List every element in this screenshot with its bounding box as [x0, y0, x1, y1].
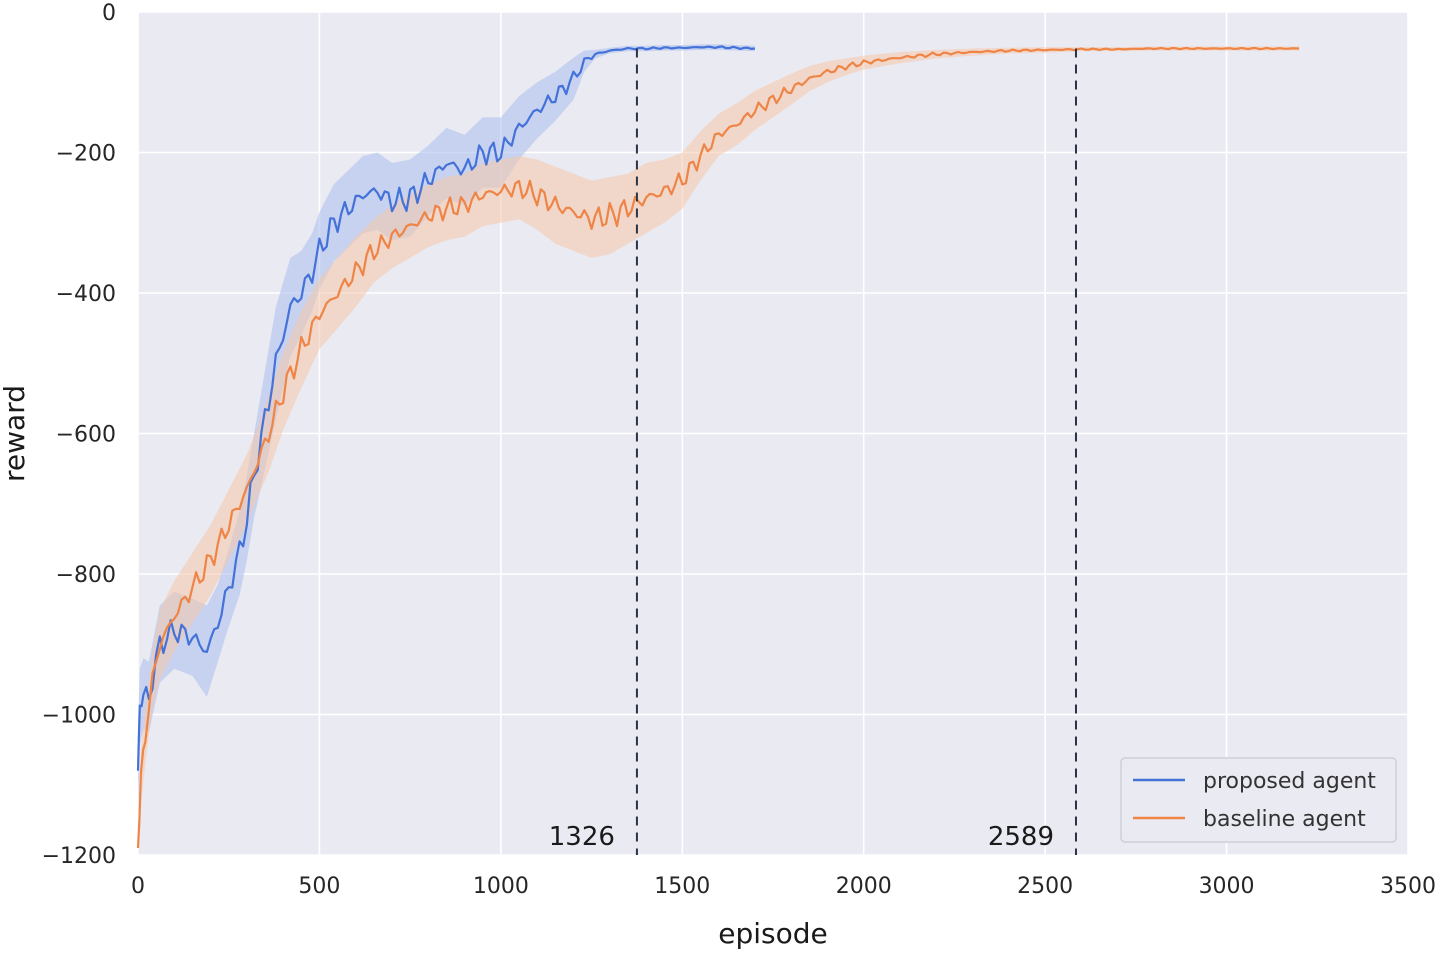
x-axis-label: episode: [718, 917, 828, 950]
y-tick-label: −800: [56, 563, 116, 588]
x-tick-label: 1500: [654, 874, 710, 899]
x-tick-label: 0: [131, 874, 145, 899]
y-tick-label: −1200: [42, 844, 116, 869]
x-tick-label: 500: [298, 874, 340, 899]
convergence-label: 2589: [988, 822, 1054, 852]
convergence-label: 1326: [549, 822, 615, 852]
y-tick-label: −400: [56, 282, 116, 307]
y-axis-label: reward: [0, 385, 31, 482]
y-tick-label: −200: [56, 142, 116, 167]
x-tick-label: 3500: [1380, 874, 1436, 899]
tick-labels: 0 500 1000 1500 2000 2500 3000 3500 0 −200 −400 −60…: [42, 1, 1436, 899]
x-tick-label: 1000: [473, 874, 529, 899]
x-tick-label: 2000: [836, 874, 892, 899]
legend-label: baseline agent: [1203, 807, 1366, 832]
series-line-proposed: [136, 45, 756, 771]
y-tick-label: −600: [56, 423, 116, 448]
series-line-baseline: [136, 46, 1300, 849]
series-lines: [136, 45, 1300, 849]
legend: proposed agent baseline agent: [1120, 757, 1397, 843]
x-tick-label: 2500: [1017, 874, 1073, 899]
legend-box: [1120, 757, 1397, 843]
convergence-markers: 1326 2589: [549, 48, 1077, 855]
y-tick-label: 0: [102, 1, 116, 26]
legend-label: proposed agent: [1203, 769, 1376, 794]
y-tick-label: −1000: [42, 704, 116, 729]
x-tick-label: 3000: [1199, 874, 1255, 899]
